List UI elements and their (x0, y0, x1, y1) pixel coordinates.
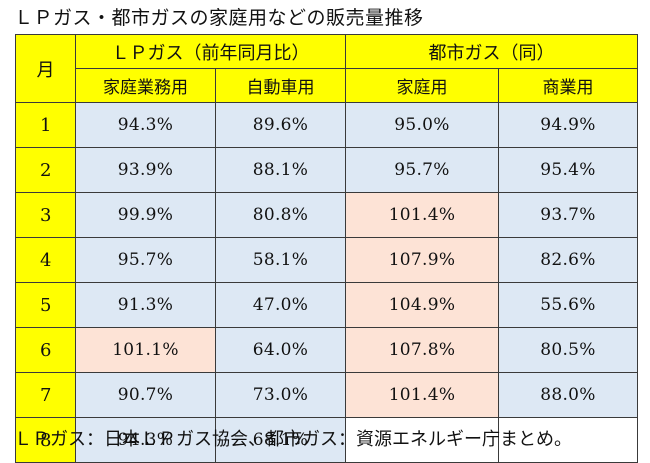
table-row: 4 95.7% 58.1% 107.9% 82.6% (15, 237, 638, 283)
month-header: 月 (15, 34, 76, 103)
table-row: 3 99.9% 80.8% 101.4% 93.7% (15, 192, 638, 238)
month-cell: 4 (15, 237, 76, 283)
sub-header-household-business: 家庭業務用 (75, 68, 216, 103)
sub-header-household: 家庭用 (345, 68, 499, 103)
table-row: 1 94.3% 89.6% 95.0% 94.9% (15, 102, 638, 148)
month-cell: 8 (15, 417, 76, 463)
source-note: ＬＰガス：日本ＬＰガス協会、都市ガス：資源エネルギー庁まとめ。 (14, 429, 572, 450)
value-cell (498, 417, 638, 463)
value-cell: 99.9% (75, 192, 216, 238)
value-cell: 95.4% (498, 147, 638, 193)
value-cell: 58.1% (215, 237, 346, 283)
value-cell: 101.1% (75, 327, 216, 373)
value-cell: 88.1% (215, 147, 346, 193)
month-cell: 7 (15, 372, 76, 418)
value-cell: 80.8% (215, 192, 346, 238)
value-cell: 93.7% (498, 192, 638, 238)
month-cell: 3 (15, 192, 76, 238)
value-cell: 94.9% (498, 102, 638, 148)
value-cell: 101.4% (345, 192, 499, 238)
table-title: ＬＰガス・都市ガスの家庭用などの販売量推移 (14, 7, 424, 29)
month-cell: 2 (15, 147, 76, 193)
table-row: 5 91.3% 47.0% 104.9% 55.6% (15, 282, 638, 328)
value-cell: 55.6% (498, 282, 638, 328)
citygas-group-header: 都市ガス（同） (345, 34, 638, 69)
value-cell: 107.8% (345, 327, 499, 373)
value-cell: 89.6% (215, 102, 346, 148)
table-row: 8 94.3% 68.1% (15, 417, 638, 463)
value-cell: 104.9% (345, 282, 499, 328)
value-cell: 95.7% (75, 237, 216, 283)
value-cell: 95.0% (345, 102, 499, 148)
value-cell: 47.0% (215, 282, 346, 328)
sub-header-commercial: 商業用 (498, 68, 638, 103)
value-cell: 93.9% (75, 147, 216, 193)
value-cell: 68.1% (215, 417, 346, 463)
value-cell: 64.0% (215, 327, 346, 373)
month-cell: 6 (15, 327, 76, 373)
month-cell: 5 (15, 282, 76, 328)
value-cell: 107.9% (345, 237, 499, 283)
value-cell: 82.6% (498, 237, 638, 283)
sub-header-row: 家庭業務用 自動車用 家庭用 商業用 (16, 68, 638, 103)
sales-volume-table: 月 ＬＰガス（前年同月比） 都市ガス（同） 家庭業務用 自動車用 家庭用 商業用… (15, 34, 638, 463)
group-header-row: 月 ＬＰガス（前年同月比） 都市ガス（同） (15, 34, 638, 103)
sub-header-automotive: 自動車用 (215, 68, 346, 103)
table-row: 7 90.7% 73.0% 101.4% 88.0% (15, 372, 638, 418)
value-cell: 91.3% (75, 282, 216, 328)
value-cell: 95.7% (345, 147, 499, 193)
value-cell: 88.0% (498, 372, 638, 418)
table-row: 6 101.1% 64.0% 107.8% 80.5% (15, 327, 638, 373)
value-cell: 94.3% (75, 102, 216, 148)
table-body: 1 94.3% 89.6% 95.0% 94.9% 2 93.9% 88.1% 95.7% 95.… (15, 102, 638, 463)
table-row: 2 93.9% 88.1% 95.7% 95.4% (15, 147, 638, 193)
value-cell: 80.5% (498, 327, 638, 373)
lpgas-group-header: ＬＰガス（前年同月比） (75, 34, 346, 69)
value-cell: 101.4% (345, 372, 499, 418)
month-cell: 1 (15, 102, 76, 148)
value-cell: 90.7% (75, 372, 216, 418)
value-cell: 73.0% (215, 372, 346, 418)
value-cell (345, 417, 499, 463)
